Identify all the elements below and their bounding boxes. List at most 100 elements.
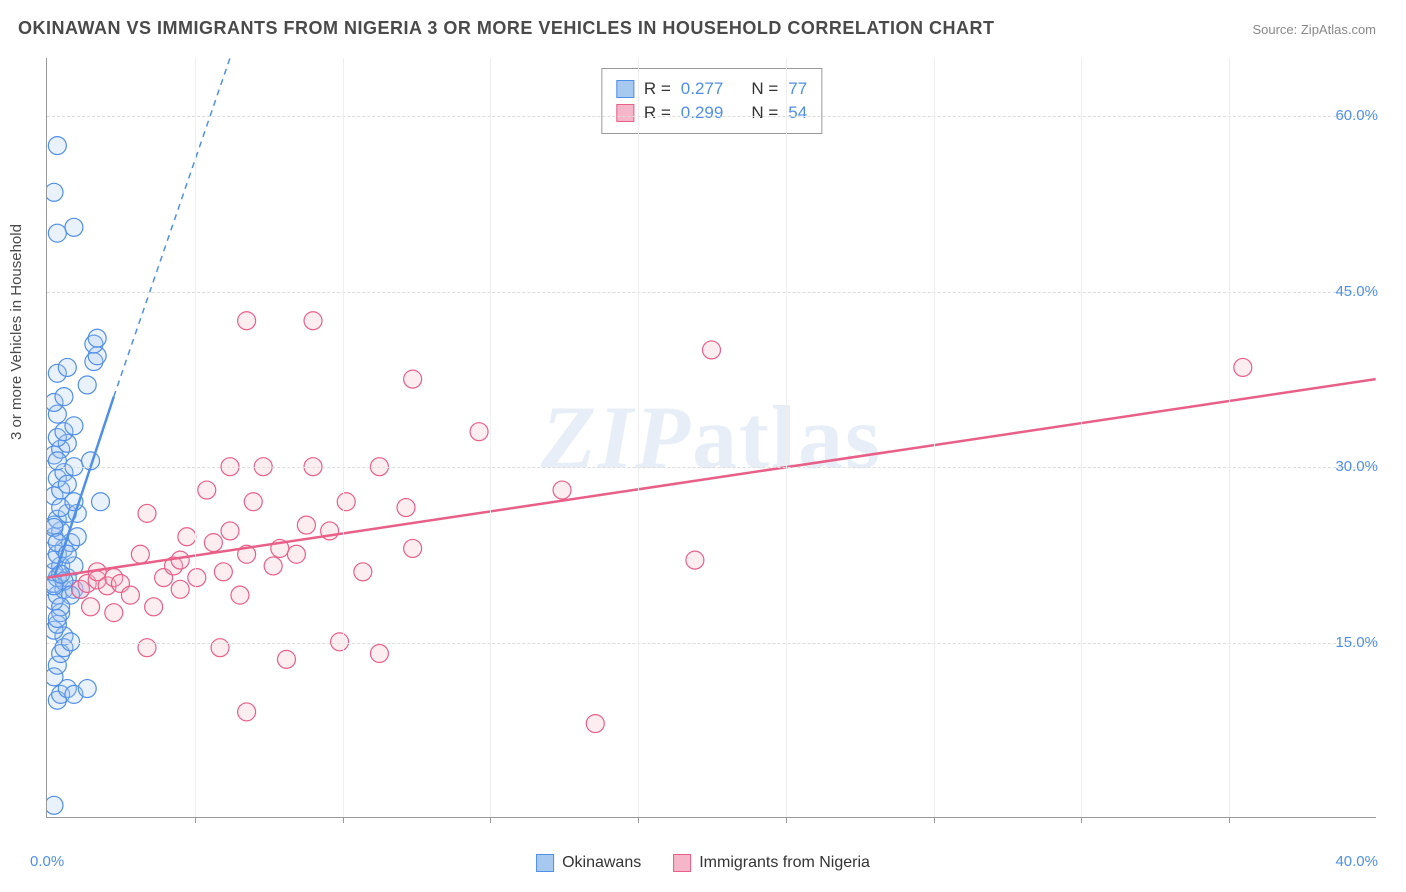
scatter-point	[48, 364, 66, 382]
scatter-point	[198, 481, 216, 499]
scatter-point	[58, 680, 76, 698]
scatter-point	[58, 569, 76, 587]
scatter-point	[111, 574, 129, 592]
scatter-point	[47, 592, 63, 610]
scatter-point	[62, 534, 80, 552]
scatter-point	[88, 329, 106, 347]
x-tick	[490, 817, 491, 823]
gridline-v	[934, 58, 935, 817]
scatter-point	[52, 557, 70, 575]
scatter-point	[121, 586, 139, 604]
trendline	[47, 379, 1375, 578]
scatter-point	[52, 604, 70, 622]
scatter-point	[47, 528, 63, 546]
scatter-point	[703, 341, 721, 359]
scatter-point	[586, 715, 604, 733]
scatter-point	[65, 557, 83, 575]
stats-row-nigeria: R = 0.299 N = 54	[616, 101, 807, 125]
scatter-point	[58, 358, 76, 376]
scatter-point	[65, 417, 83, 435]
scatter-point	[244, 493, 262, 511]
scatter-point	[48, 545, 66, 563]
x-tick	[934, 817, 935, 823]
watermark: ZIPatlas	[541, 386, 882, 489]
gridline-v	[786, 58, 787, 817]
y-tick-label: 15.0%	[1335, 634, 1378, 651]
x-tick	[343, 817, 344, 823]
scatter-point	[48, 405, 66, 423]
scatter-point	[238, 312, 256, 330]
plot-area: ZIPatlas R = 0.277 N = 77 R = 0.299 N = …	[46, 58, 1376, 818]
scatter-point	[48, 691, 66, 709]
scatter-point	[52, 481, 70, 499]
scatter-point	[231, 586, 249, 604]
scatter-point	[55, 572, 73, 590]
scatter-point	[55, 539, 73, 557]
scatter-point	[48, 656, 66, 674]
scatter-point	[47, 516, 63, 534]
scatter-point	[47, 668, 63, 686]
scatter-point	[171, 580, 189, 598]
scatter-point	[47, 796, 63, 814]
scatter-point	[65, 580, 83, 598]
scatter-point	[48, 510, 66, 528]
y-tick-label: 45.0%	[1335, 283, 1378, 300]
scatter-point	[470, 423, 488, 441]
gridline-v	[1229, 58, 1230, 817]
scatter-point	[321, 522, 339, 540]
scatter-point	[68, 528, 86, 546]
scatter-point	[48, 469, 66, 487]
scatter-point	[78, 376, 96, 394]
scatter-point	[1234, 358, 1252, 376]
scatter-point	[58, 475, 76, 493]
scatter-point	[52, 685, 70, 703]
scatter-point	[68, 504, 86, 522]
scatter-point	[88, 571, 106, 589]
scatter-point	[58, 504, 76, 522]
gridline-h	[47, 116, 1376, 117]
scatter-point	[47, 518, 63, 536]
bottom-legend: Okinawans Immigrants from Nigeria	[536, 854, 870, 872]
scatter-point	[264, 557, 282, 575]
swatch-okinawans-icon	[536, 854, 554, 872]
scatter-point	[72, 580, 90, 598]
scatter-point	[55, 423, 73, 441]
x-tick	[1081, 817, 1082, 823]
scatter-point	[88, 347, 106, 365]
y-tick-label: 60.0%	[1335, 107, 1378, 124]
scatter-point	[58, 545, 76, 563]
scatter-point	[105, 604, 123, 622]
gridline-v	[1081, 58, 1082, 817]
scatter-point	[48, 429, 66, 447]
scatter-point	[55, 580, 73, 598]
scatter-point	[165, 557, 183, 575]
scatter-point	[47, 446, 63, 464]
scatter-point	[47, 577, 63, 595]
scatter-point	[47, 551, 63, 569]
scatter-point	[354, 563, 372, 581]
scatter-point	[370, 645, 388, 663]
gridline-v	[195, 58, 196, 817]
scatter-point	[138, 504, 156, 522]
gridline-h	[47, 467, 1376, 468]
source-label: Source: ZipAtlas.com	[1252, 22, 1376, 37]
scatter-point	[48, 224, 66, 242]
scatter-point	[98, 577, 116, 595]
scatter-point	[52, 565, 70, 583]
scatter-point	[271, 539, 289, 557]
x-axis-max-label: 40.0%	[1335, 853, 1378, 870]
scatter-point	[47, 183, 63, 201]
chart-title: OKINAWAN VS IMMIGRANTS FROM NIGERIA 3 OR…	[18, 18, 995, 39]
scatter-point	[78, 680, 96, 698]
scatter-point	[105, 569, 123, 587]
scatter-point	[238, 545, 256, 563]
swatch-okinawans	[616, 80, 634, 98]
scatter-point	[52, 598, 70, 616]
scatter-point	[52, 499, 70, 517]
scatter-point	[171, 551, 189, 569]
x-axis-min-label: 0.0%	[30, 853, 64, 870]
scatter-point	[211, 639, 229, 657]
scatter-point	[397, 499, 415, 517]
scatter-point	[238, 703, 256, 721]
scatter-point	[52, 522, 70, 540]
